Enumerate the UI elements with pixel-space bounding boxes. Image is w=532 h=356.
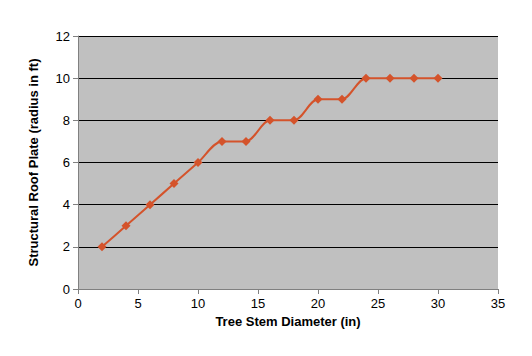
svg-text:0: 0 bbox=[74, 296, 81, 311]
svg-text:2: 2 bbox=[63, 239, 70, 254]
svg-text:10: 10 bbox=[56, 71, 70, 86]
svg-text:6: 6 bbox=[63, 155, 70, 170]
svg-text:0: 0 bbox=[63, 282, 70, 297]
svg-text:30: 30 bbox=[431, 296, 445, 311]
svg-text:8: 8 bbox=[63, 113, 70, 128]
svg-text:15: 15 bbox=[251, 296, 265, 311]
svg-text:35: 35 bbox=[491, 296, 505, 311]
svg-text:12: 12 bbox=[56, 29, 70, 44]
svg-text:20: 20 bbox=[311, 296, 325, 311]
svg-text:25: 25 bbox=[371, 296, 385, 311]
svg-text:10: 10 bbox=[191, 296, 205, 311]
svg-text:Tree Stem Diameter (in): Tree Stem Diameter (in) bbox=[215, 314, 360, 329]
svg-text:4: 4 bbox=[63, 197, 70, 212]
svg-text:5: 5 bbox=[134, 296, 141, 311]
svg-text:Structural Roof Plate (radius: Structural Roof Plate (radius in ft) bbox=[26, 58, 41, 266]
